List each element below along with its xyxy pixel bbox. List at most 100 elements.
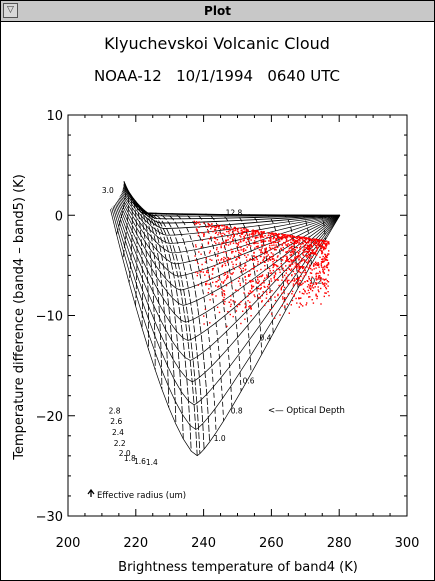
- scatter-point: [240, 253, 242, 256]
- scatter-point: [315, 275, 318, 277]
- scatter-point: [243, 236, 246, 239]
- scatter-point: [282, 249, 284, 252]
- scatter-point: [196, 274, 198, 277]
- scatter-point: [274, 317, 276, 319]
- scatter-point: [250, 245, 252, 247]
- scatter-point: [270, 272, 273, 274]
- scatter-point: [325, 258, 327, 261]
- scatter-point: [277, 279, 279, 281]
- scatter-point: [231, 282, 233, 284]
- scatter-point: [262, 258, 265, 261]
- scatter-point: [323, 272, 325, 274]
- scatter-point: [287, 240, 289, 242]
- scatter-point: [277, 265, 279, 267]
- scatter-point: [320, 250, 323, 252]
- scatter-point: [222, 228, 224, 230]
- scatter-point: [270, 256, 273, 258]
- scatter-point: [290, 263, 292, 266]
- optical-depth-curve: [203, 213, 242, 392]
- scatter-point: [284, 242, 286, 244]
- scatter-point: [271, 244, 273, 247]
- scatter-point: [253, 240, 256, 242]
- scatter-point: [304, 271, 306, 274]
- scatter-point: [279, 237, 281, 240]
- scatter-point: [297, 256, 299, 259]
- scatter-point: [208, 276, 210, 278]
- scatter-point: [249, 305, 251, 307]
- scatter-point: [261, 232, 264, 234]
- scatter-point: [312, 264, 315, 266]
- optical-depth-curve: [135, 204, 163, 390]
- scatter-point: [308, 256, 310, 258]
- scatter-point: [306, 247, 308, 249]
- x-tick-label: 300: [395, 536, 420, 551]
- scatter-point: [310, 287, 312, 290]
- scatter-point: [245, 268, 247, 271]
- scatter-point: [305, 239, 307, 241]
- scatter-point: [248, 293, 250, 295]
- scatter-point: [324, 255, 327, 258]
- scatter-point: [277, 234, 279, 236]
- scatter-point: [225, 252, 227, 254]
- scatter-point: [309, 238, 311, 241]
- scatter-point: [326, 259, 329, 261]
- scatter-point: [297, 284, 300, 286]
- scatter-point: [288, 279, 290, 282]
- scatter-point: [307, 244, 310, 247]
- scatter-point: [238, 303, 240, 306]
- scatter-point: [310, 239, 313, 241]
- scatter-point: [240, 232, 242, 234]
- scatter-point: [320, 303, 322, 305]
- scatter-point: [257, 236, 259, 239]
- window-menu-button[interactable]: ▽: [3, 3, 18, 18]
- scatter-point: [269, 237, 271, 240]
- y-tick-label: 10: [46, 109, 63, 124]
- scatter-point: [223, 256, 225, 259]
- scatter-point: [318, 275, 320, 277]
- scatter-point: [327, 291, 329, 293]
- scatter-point: [248, 274, 250, 276]
- scatter-point: [264, 268, 267, 271]
- radius-label: 1.4: [146, 458, 158, 467]
- scatter-point: [239, 267, 242, 270]
- scatter-point: [215, 226, 217, 229]
- scatter-point: [279, 240, 281, 242]
- scatter-point: [280, 263, 282, 265]
- scatter-point: [298, 241, 300, 244]
- scatter-point: [226, 230, 228, 233]
- scatter-point: [209, 224, 211, 227]
- optical-depth-curve: [132, 199, 149, 350]
- scatter-point: [245, 241, 247, 244]
- scatter-point: [242, 231, 244, 233]
- title-bar: ▽ Plot: [1, 1, 434, 22]
- scatter-point: [246, 229, 248, 231]
- radius-label: 1.8: [124, 454, 136, 463]
- scatter-point: [267, 283, 270, 286]
- scatter-point: [314, 286, 316, 288]
- scatter-point: [285, 269, 288, 272]
- scatter-point: [271, 247, 274, 250]
- scatter-point: [314, 244, 317, 246]
- scatter-point: [298, 279, 300, 281]
- scatter-point: [211, 226, 213, 228]
- scatter-point: [214, 232, 217, 234]
- scatter-point: [291, 261, 293, 263]
- scatter-point: [215, 285, 217, 287]
- scatter-point: [240, 300, 242, 303]
- scatter-point: [276, 256, 279, 258]
- scatter-point: [284, 234, 287, 236]
- scatter-point: [285, 236, 287, 238]
- scatter-point: [304, 291, 306, 293]
- scatter-point: [297, 270, 300, 272]
- scatter-point: [308, 276, 310, 278]
- scatter-point: [277, 255, 279, 257]
- scatter-point: [296, 267, 298, 269]
- scatter-point: [272, 264, 275, 266]
- scatter-point: [322, 258, 324, 260]
- scatter-point: [201, 232, 203, 234]
- scatter-point: [221, 225, 223, 227]
- scatter-point: [218, 285, 220, 288]
- scatter-point: [223, 246, 226, 249]
- scatter-point: [224, 264, 227, 267]
- scatter-point: [301, 257, 303, 260]
